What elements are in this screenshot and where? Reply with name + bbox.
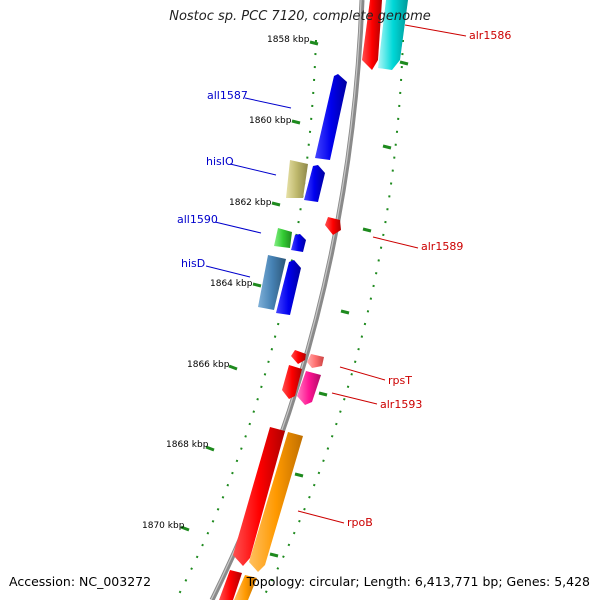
connector-hisD: [205, 265, 251, 278]
gene-shape[interactable]: [362, 0, 382, 70]
connector-hisIO: [229, 163, 277, 176]
kbp-label: 1868 kbp: [166, 440, 209, 450]
gene-rpsT-left[interactable]: [291, 350, 306, 364]
gene-all1590-blue[interactable]: [291, 234, 306, 252]
gene-hisIO-part[interactable]: [286, 160, 308, 198]
gene-bottom-red[interactable]: [219, 570, 242, 600]
major-tick: [252, 282, 262, 288]
major-ticks: [180, 40, 409, 558]
gene-hisD[interactable]: [276, 260, 301, 315]
gene-rpsT[interactable]: [307, 354, 324, 368]
gene-label-alr1589[interactable]: alr1589: [421, 240, 463, 253]
kbp-label: 1858 kbp: [267, 35, 310, 45]
major-tick: [291, 119, 301, 125]
gene-label-all1590[interactable]: all1590: [177, 213, 218, 226]
gene-label-alr1593[interactable]: alr1593: [380, 398, 422, 411]
gene-bottom-orange[interactable]: [234, 575, 257, 600]
accession-label: Accession: NC_003272: [9, 574, 152, 589]
topology-summary: Topology: circular; Length: 6,413,771 bp…: [246, 574, 590, 589]
major-tick: [362, 227, 372, 233]
gene-shape[interactable]: [378, 0, 408, 70]
gene-label-rpsT[interactable]: rpsT: [388, 374, 412, 387]
gene-alr1589[interactable]: [325, 217, 341, 235]
gene-label-all1587[interactable]: all1587: [207, 89, 248, 102]
kbp-label: 1860 kbp: [249, 116, 292, 126]
connector-rpoB: [297, 510, 345, 524]
connector-alr1593: [331, 392, 378, 405]
gene-alr1593[interactable]: [297, 371, 321, 405]
kbp-label: 1866 kbp: [187, 360, 230, 370]
gene-alr1586[interactable]: [362, 0, 408, 70]
connector-rpsT: [339, 366, 386, 381]
gene-hisIO[interactable]: [304, 165, 325, 202]
major-tick: [205, 445, 215, 452]
major-tick: [340, 309, 350, 315]
gene-alr1593-left[interactable]: [282, 365, 302, 399]
connector-alr1586: [404, 24, 467, 37]
major-tick: [309, 40, 319, 46]
gene-label-rpoB[interactable]: rpoB: [347, 516, 373, 529]
connector-all1590: [214, 221, 262, 234]
gene-all1590[interactable]: [274, 228, 292, 248]
major-tick: [180, 525, 190, 532]
major-tick: [271, 201, 281, 207]
major-tick: [382, 144, 392, 150]
major-tick: [318, 391, 328, 397]
gene-label-hisIO[interactable]: hisIO: [206, 155, 234, 168]
connector-all1587: [244, 97, 292, 109]
map-title: Nostoc sp. PCC 7120, complete genome: [169, 9, 431, 24]
gene-hisD-part[interactable]: [258, 255, 286, 310]
major-tick: [269, 552, 279, 558]
gene-rpoB[interactable]: [249, 432, 303, 572]
kbp-label: 1862 kbp: [229, 198, 272, 208]
gene-label-alr1586[interactable]: alr1586: [469, 29, 511, 42]
major-tick: [228, 364, 238, 371]
gene-label-hisD[interactable]: hisD: [181, 257, 205, 270]
gene-all1587[interactable]: [315, 74, 347, 160]
major-tick: [294, 472, 304, 478]
kbp-label: 1864 kbp: [210, 279, 253, 289]
connector-alr1589: [372, 236, 419, 249]
kbp-label: 1870 kbp: [142, 521, 185, 531]
gene-rpoB-left[interactable]: [233, 427, 285, 566]
major-tick: [399, 60, 409, 66]
